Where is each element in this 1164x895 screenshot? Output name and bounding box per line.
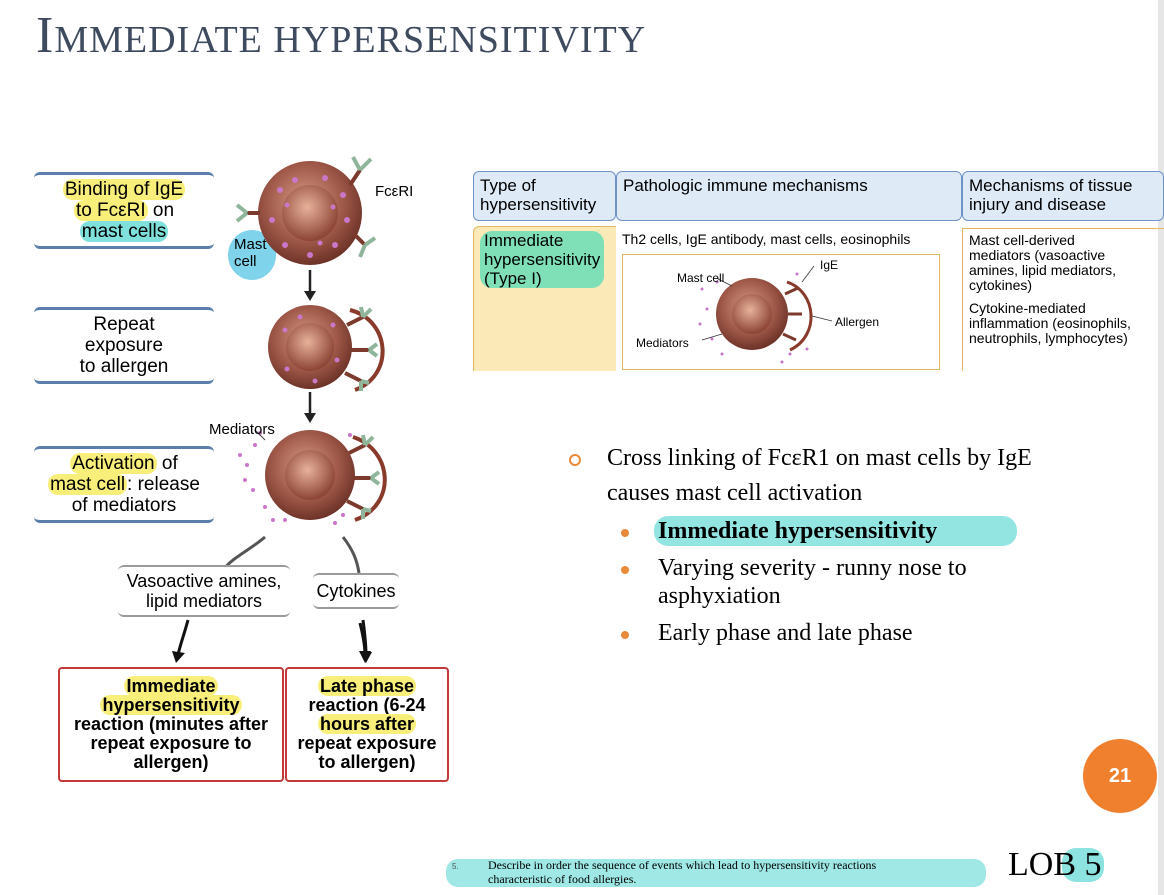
- table-cell-mechanisms: Th2 cells, IgE antibody, mast cells, eos…: [622, 231, 911, 247]
- mast-cell-2: [268, 305, 385, 392]
- vasoactive-box: Vasoactive amines, lipid mediators: [118, 565, 290, 617]
- table-header-mechanisms: Pathologic immune mechanisms: [616, 171, 962, 221]
- fig-mediators-label: Mediators: [636, 336, 689, 350]
- bullet-main: Cross linking of FcεR1 on mast cells by …: [607, 445, 1032, 506]
- cytokines-box: Cytokines: [313, 573, 399, 609]
- footnote-number: 5.: [452, 862, 459, 871]
- mediators-label: Mediators: [209, 421, 275, 438]
- table-header-tissue-injury: Mechanisms of tissue injury and disease: [962, 171, 1164, 221]
- sub-bullet-phases: Early phase and late phase: [658, 620, 913, 646]
- fig-mast-cell-label: Mast cell: [677, 271, 725, 285]
- immediate-reaction-box: Immediate hypersensitivity reaction (min…: [58, 667, 284, 782]
- sub-bullet-immediate: Immediate hypersensitivity: [658, 518, 938, 544]
- footnote-highlight: [446, 859, 986, 887]
- fceri-label: FcεRI: [375, 183, 414, 200]
- bullet-ring: [569, 454, 581, 466]
- sub-bullet-dot: [621, 631, 629, 639]
- mast-cell-diagram: [225, 156, 387, 663]
- fig-ige-label: IgE: [820, 258, 839, 272]
- sub-bullet-dot: [621, 529, 629, 537]
- flow-box-binding: Binding of IgE to FcεRI on mast cells: [34, 172, 214, 249]
- table-cell-tissue-injury: Mast cell-derived mediators (vasoactive …: [962, 228, 1164, 371]
- table-header-type: Type of hypersensitivity: [473, 171, 616, 221]
- footnote-text: Describe in order the sequence of events…: [488, 858, 877, 886]
- table-figure-graphic: [698, 265, 833, 364]
- sub-bullet-highlight: [654, 516, 1017, 546]
- lob-label: LOB 5: [1008, 846, 1102, 883]
- mast-cell-3: [238, 429, 387, 525]
- table-figure: [622, 254, 940, 370]
- lob-highlight: [1062, 848, 1104, 882]
- sub-bullet-severity: Varying severity - runny nose to asphyxi…: [658, 555, 967, 609]
- sub-bullet-dot: [621, 566, 629, 574]
- bottom-arrows: [172, 619, 372, 663]
- mast-cell-label: Mast cell: [234, 236, 267, 270]
- flow-box-repeat-exposure: Repeat exposure to allergen: [34, 307, 214, 384]
- page-number-badge: 21: [1083, 739, 1157, 813]
- fig-allergen-label: Allergen: [835, 315, 880, 329]
- mast-label-highlight: [228, 230, 276, 280]
- slide-edge: [1158, 0, 1164, 895]
- slide-title: IMMEDIATE HYPERSENSITIVITY: [36, 7, 647, 64]
- late-phase-box: Late phase reaction (6-24 hours after re…: [285, 667, 449, 782]
- mast-cell-1: [235, 156, 377, 265]
- flow-box-activation: Activation of mast cell: release of medi…: [34, 446, 214, 523]
- table-cell-type: Immediate hypersensitivity (Type I): [473, 226, 616, 371]
